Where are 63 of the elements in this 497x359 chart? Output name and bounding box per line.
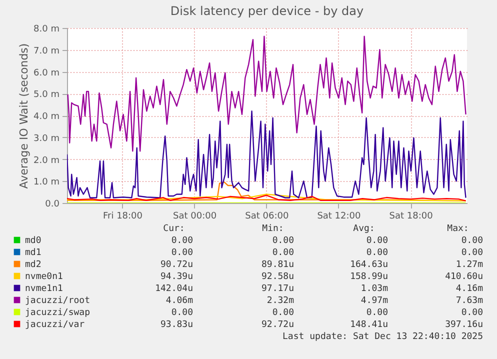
text: 90.72u [160,260,193,270]
text: Max: [447,224,469,234]
y-axis-title: Average IO Wait (seconds) [18,43,31,189]
text: 89.81u [261,260,294,270]
text: 92.72u [261,320,294,330]
text: 92.58u [261,272,294,282]
line-series [67,36,466,152]
text: 158.99u [350,272,388,282]
text: 0.00 [366,236,388,246]
text: 0.00 [366,308,388,318]
text: 410.60u [445,272,483,282]
text: 0.00 [272,248,294,258]
text: 0.00 [272,308,294,318]
text: 142.04u [155,284,193,294]
text: 4.97m [360,296,388,306]
x-tick-label: Fri 18:00 [102,212,143,222]
y-tick-label: 7.0 m [34,46,60,56]
y-tick-label: 4.0 m [34,112,60,122]
legend-label: jacuzzi/root [25,296,90,306]
legend-label: nvme0n1 [25,272,63,282]
text: 397.16u [445,320,483,330]
x-tick-label: Sat 12:00 [317,212,362,222]
text: Min: [262,224,284,234]
y-tick-label: 0.0 [45,200,60,210]
text: 7.63m [456,296,483,306]
text: 0.00 [171,308,193,318]
text: 0.00 [461,248,483,258]
text: 4.16m [456,284,483,294]
text: 97.17u [261,284,294,294]
text: 1.03m [360,284,388,294]
text: Last update: Sat Dec 13 22:40:10 2025 [282,332,483,342]
text: 0.00 [272,236,294,246]
y-tick-label: 2.0 m [34,156,60,166]
text: 0.00 [461,308,483,318]
text: 93.83u [160,320,193,330]
text: 94.39u [160,272,193,282]
legend-label: jacuzzi/var [25,320,86,330]
line-series [67,110,466,198]
y-tick-label: 1.0 m [34,178,60,188]
text: 1.27m [456,260,483,270]
text: 148.41u [350,320,388,330]
x-tick-label: Sat 06:00 [245,212,289,222]
text: 0.00 [461,236,483,246]
text: Cur: [163,224,185,234]
y-tick-label: 5.0 m [34,90,60,100]
legend-label: jacuzzi/swap [25,308,90,318]
x-tick-label: Sat 00:00 [173,212,217,222]
legend-label: md1 [25,248,42,258]
legend-label: nvme1n1 [25,284,63,294]
text: 4.06m [166,296,193,306]
text: 2.32m [266,296,294,306]
text: Avg: [353,224,375,234]
legend-label: md0 [25,236,42,246]
chart-title: Disk latency per device - by day [170,4,364,18]
text: 164.63u [350,260,388,270]
text: 0.00 [366,248,388,258]
y-tick-label: 8.0 m [34,24,60,34]
legend-label: md2 [25,260,42,270]
text: 0.00 [171,236,193,246]
y-tick-label: 6.0 m [34,68,60,78]
y-tick-label: 3.0 m [34,134,60,144]
x-tick-label: Sat 18:00 [389,212,434,222]
text: 0.00 [171,248,193,258]
